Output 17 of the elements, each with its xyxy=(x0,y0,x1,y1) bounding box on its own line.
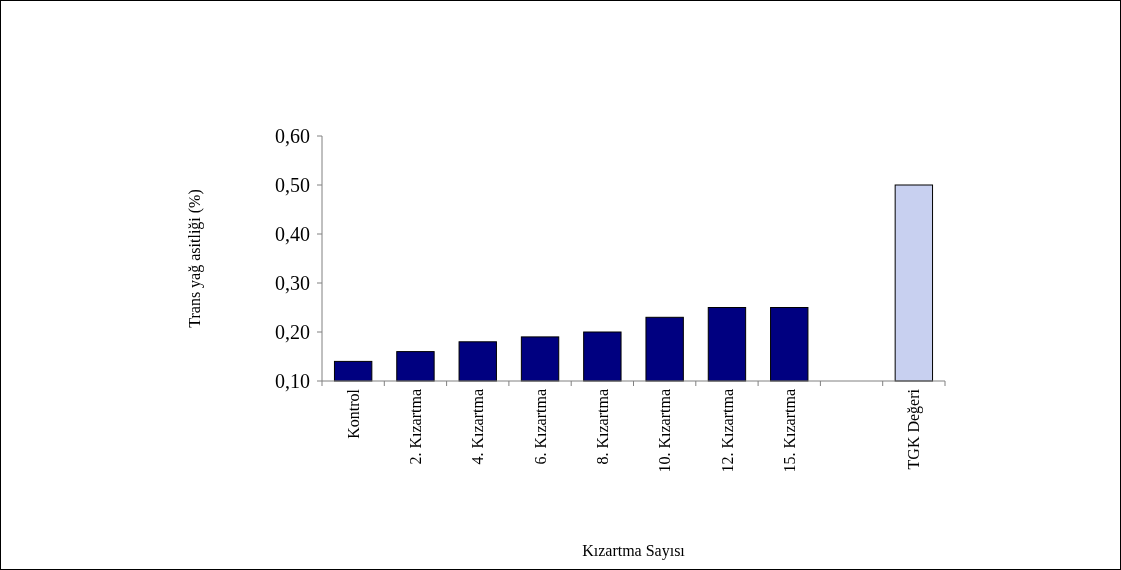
x-tick-label: Kontrol xyxy=(344,388,362,439)
y-tick-label: 0,30 xyxy=(275,272,310,294)
x-tick-label: 6. Kızartma xyxy=(531,389,549,465)
y-tick-label: 0,60 xyxy=(275,125,310,147)
x-axis-title: Kızartma Sayısı xyxy=(582,542,686,560)
x-tick-label: 8. Kızartma xyxy=(593,389,611,465)
x-tick-label: 10. Kızartma xyxy=(656,389,674,473)
x-tick-label: TGK Değeri xyxy=(905,388,924,470)
y-tick-label: 0,10 xyxy=(275,370,310,392)
x-tick-label: 4. Kızartma xyxy=(469,389,487,465)
x-tick-label: 12. Kızartma xyxy=(718,389,736,473)
y-tick-label: 0,20 xyxy=(275,321,310,343)
x-tick-label: 2. Kızartma xyxy=(407,389,425,465)
y-tick-label: 0,40 xyxy=(275,223,310,245)
y-axis-title: Trans yağ asitliği (%) xyxy=(186,189,204,328)
y-tick-label: 0,50 xyxy=(275,174,310,196)
x-tick-label: 15. Kızartma xyxy=(780,389,798,473)
